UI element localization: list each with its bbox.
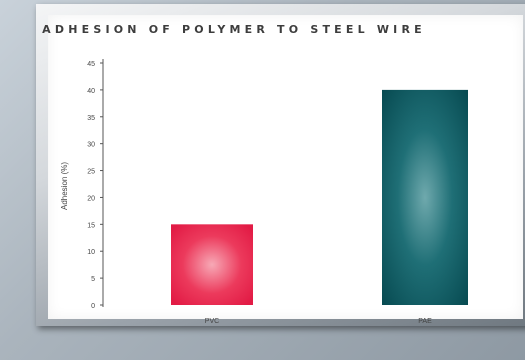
y-tick-label: 5 — [91, 276, 95, 283]
x-tick-label: PAE — [418, 318, 432, 325]
y-tick-label: 20 — [87, 195, 95, 202]
y-tick-label: 0 — [91, 303, 95, 310]
bars: PVC PAE — [171, 89, 468, 325]
bar-pvc — [171, 224, 253, 305]
y-tick-label: 35 — [87, 115, 95, 122]
y-tick-label: 10 — [87, 249, 95, 256]
chart-title: ADHESION OF POLYMER TO STEEL WIRE — [42, 23, 426, 36]
bar-pae — [382, 89, 468, 305]
y-tick-label: 45 — [87, 61, 95, 68]
y-tick-label: 25 — [87, 169, 95, 176]
y-tick-label: 40 — [87, 88, 95, 95]
y-tick-label: 30 — [87, 142, 95, 149]
y-tick-label: 15 — [87, 222, 95, 229]
y-axis-label: Adhesion (%) — [60, 162, 69, 210]
x-tick-label: PVC — [205, 318, 219, 325]
axes: 0 5 10 15 20 25 30 35 40 45 — [87, 59, 104, 310]
